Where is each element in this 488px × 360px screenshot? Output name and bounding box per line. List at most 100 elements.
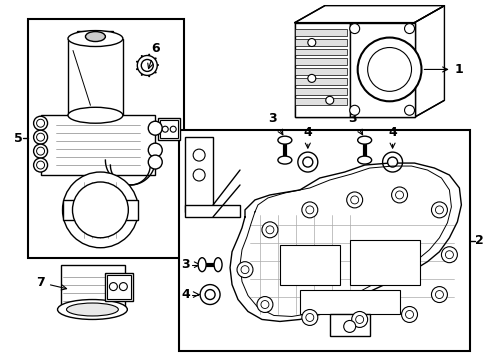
Bar xyxy=(27,19,184,258)
Circle shape xyxy=(343,320,355,332)
Bar xyxy=(329,315,369,336)
Bar xyxy=(349,240,419,285)
Ellipse shape xyxy=(68,107,122,123)
Bar xyxy=(294,78,346,85)
Circle shape xyxy=(355,315,363,323)
Circle shape xyxy=(148,143,162,157)
Bar xyxy=(160,120,178,138)
Circle shape xyxy=(435,291,443,298)
Circle shape xyxy=(367,48,411,91)
Circle shape xyxy=(391,187,407,203)
Circle shape xyxy=(200,285,220,305)
Circle shape xyxy=(349,105,359,115)
Ellipse shape xyxy=(357,156,371,164)
Circle shape xyxy=(204,289,215,300)
Circle shape xyxy=(37,147,44,155)
Ellipse shape xyxy=(85,32,105,41)
Circle shape xyxy=(34,144,47,158)
Bar xyxy=(185,205,240,217)
Circle shape xyxy=(193,149,204,161)
Circle shape xyxy=(241,266,248,274)
Bar xyxy=(41,115,155,175)
Circle shape xyxy=(349,24,359,33)
Bar xyxy=(294,49,346,55)
Circle shape xyxy=(301,310,317,325)
Circle shape xyxy=(307,39,315,46)
Circle shape xyxy=(119,283,127,291)
Text: 1: 1 xyxy=(424,63,462,76)
Circle shape xyxy=(170,126,176,132)
Bar xyxy=(62,200,76,220)
Text: 6: 6 xyxy=(147,42,159,69)
Circle shape xyxy=(445,251,452,259)
Circle shape xyxy=(302,157,312,167)
Circle shape xyxy=(34,158,47,172)
Circle shape xyxy=(301,202,317,218)
Bar xyxy=(294,88,346,95)
Bar xyxy=(105,273,133,301)
Circle shape xyxy=(297,152,317,172)
Bar xyxy=(124,200,138,220)
Circle shape xyxy=(37,133,44,141)
Circle shape xyxy=(141,59,153,71)
Circle shape xyxy=(404,24,414,33)
Circle shape xyxy=(441,247,456,263)
Bar xyxy=(294,39,346,45)
Circle shape xyxy=(237,262,252,278)
Circle shape xyxy=(350,196,358,204)
Circle shape xyxy=(34,130,47,144)
Circle shape xyxy=(265,226,273,234)
Circle shape xyxy=(382,152,402,172)
Ellipse shape xyxy=(277,136,291,144)
Text: 4: 4 xyxy=(181,288,190,301)
Circle shape xyxy=(37,119,44,127)
Circle shape xyxy=(357,37,421,101)
Circle shape xyxy=(148,155,162,169)
Polygon shape xyxy=(229,163,461,321)
Bar xyxy=(61,265,125,310)
Text: 3: 3 xyxy=(181,258,190,271)
Circle shape xyxy=(72,182,128,238)
Bar xyxy=(158,118,180,140)
Bar xyxy=(77,31,113,42)
Circle shape xyxy=(34,116,47,130)
Circle shape xyxy=(305,314,313,321)
Bar xyxy=(179,130,469,351)
Ellipse shape xyxy=(58,300,127,319)
Ellipse shape xyxy=(357,136,371,144)
Circle shape xyxy=(325,96,333,104)
Ellipse shape xyxy=(68,31,122,46)
Ellipse shape xyxy=(277,156,291,164)
Circle shape xyxy=(109,283,117,291)
Circle shape xyxy=(262,222,277,238)
Circle shape xyxy=(346,192,362,208)
Bar xyxy=(349,23,414,117)
Text: 3: 3 xyxy=(268,112,282,135)
Circle shape xyxy=(405,310,413,319)
Circle shape xyxy=(401,306,417,323)
Ellipse shape xyxy=(214,258,222,272)
Circle shape xyxy=(387,157,397,167)
Ellipse shape xyxy=(198,258,205,272)
Circle shape xyxy=(351,311,367,328)
Bar xyxy=(294,23,349,117)
Text: 2: 2 xyxy=(474,234,483,247)
Circle shape xyxy=(430,287,447,302)
Text: 5: 5 xyxy=(14,132,23,145)
Text: 7: 7 xyxy=(36,276,66,290)
Bar xyxy=(294,58,346,66)
Circle shape xyxy=(435,206,443,214)
Circle shape xyxy=(162,126,168,132)
Bar xyxy=(294,68,346,75)
Circle shape xyxy=(137,55,157,75)
Circle shape xyxy=(305,206,313,214)
Bar xyxy=(294,98,346,105)
Bar xyxy=(279,245,339,285)
Circle shape xyxy=(404,105,414,115)
Ellipse shape xyxy=(66,303,118,316)
Circle shape xyxy=(261,301,268,309)
Bar xyxy=(185,137,213,212)
Text: 3: 3 xyxy=(347,112,362,135)
Circle shape xyxy=(307,75,315,82)
Bar xyxy=(140,58,154,72)
